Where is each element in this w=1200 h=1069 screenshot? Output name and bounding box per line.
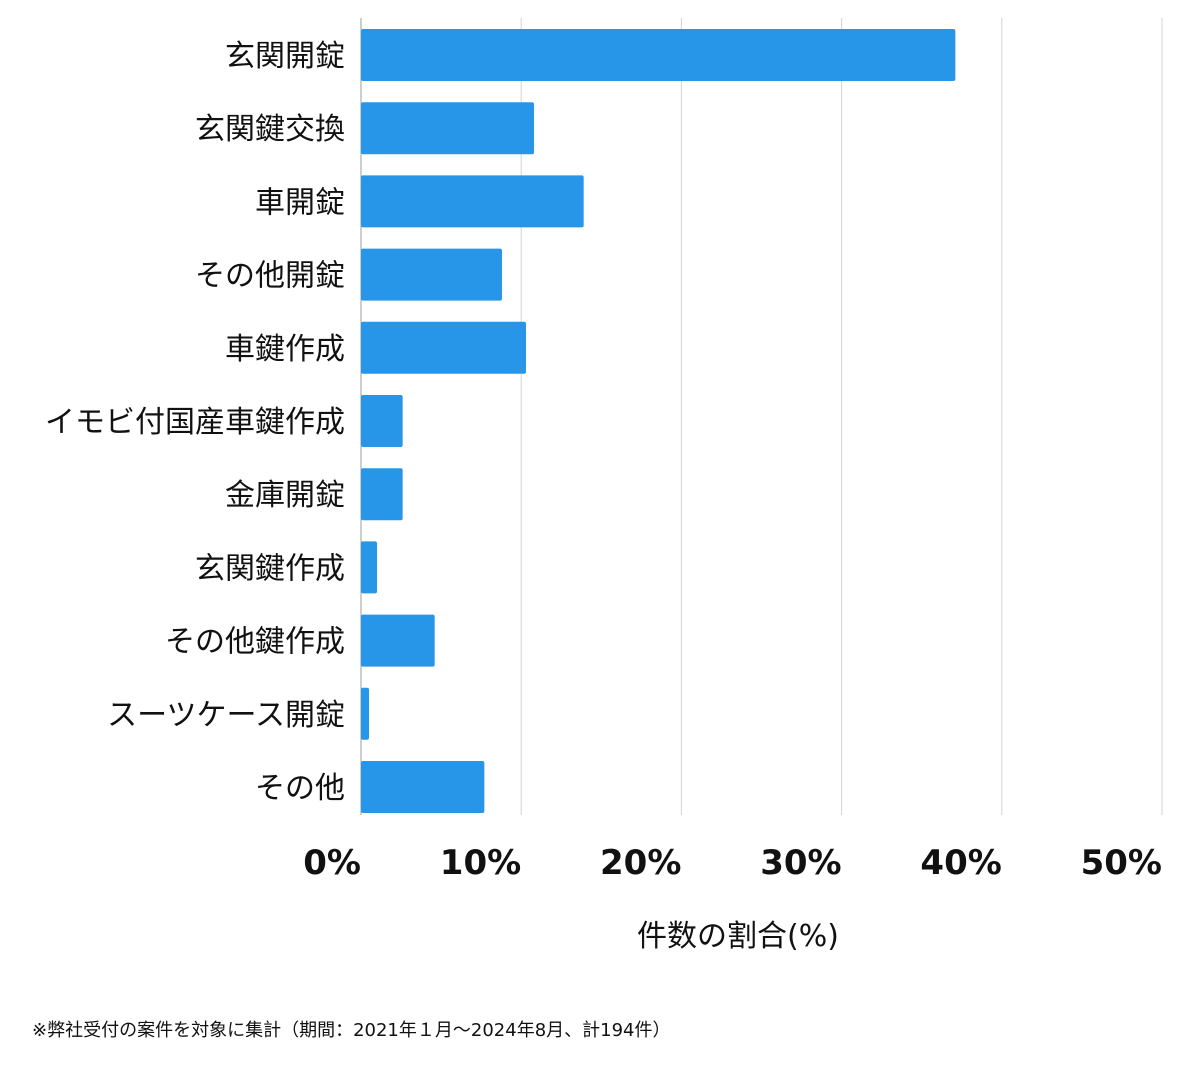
bar	[361, 395, 403, 447]
x-axis-title: 件数の割合(%)	[637, 919, 839, 954]
x-tick-label: 0%	[303, 843, 361, 883]
bar	[361, 321, 527, 374]
bar	[361, 687, 370, 740]
category-label: 金庫開錠	[225, 478, 345, 513]
x-tick-label: 10%	[440, 843, 521, 883]
bar	[361, 761, 485, 813]
x-tick-label: 20%	[600, 843, 681, 883]
bar	[361, 541, 378, 594]
bar	[361, 29, 956, 81]
x-tick-label: 40%	[920, 843, 1001, 883]
bars	[361, 29, 956, 813]
category-label: イモビ付国産車鍵作成	[45, 405, 345, 440]
category-label: 玄関開錠	[225, 39, 345, 74]
category-label: その他鍵作成	[165, 625, 345, 660]
category-labels: 玄関開錠玄関鍵交換車開錠その他開錠車鍵作成イモビ付国産車鍵作成金庫開錠玄関鍵作成…	[45, 39, 345, 806]
bar	[361, 468, 403, 521]
category-label: その他開錠	[195, 259, 345, 294]
category-label: スーツケース開錠	[107, 698, 345, 733]
footnote: ※弊社受付の案件を対象に集計（期間：2021年１月〜2024年8月、計194件）	[32, 1020, 671, 1041]
category-label: その他	[255, 771, 345, 806]
x-tick-label: 30%	[760, 843, 841, 883]
bar	[361, 175, 584, 228]
category-label: 玄関鍵作成	[195, 551, 345, 586]
x-tick-labels: 0% 10% 20% 30% 40% 50%	[303, 843, 1162, 883]
category-label: 車鍵作成	[225, 332, 345, 367]
bar	[361, 248, 502, 301]
x-tick-label: 50%	[1081, 843, 1162, 883]
category-label: 玄関鍵交換	[195, 112, 345, 147]
bar	[361, 102, 535, 155]
bar-chart: 玄関開錠玄関鍵交換車開錠その他開錠車鍵作成イモビ付国産車鍵作成金庫開錠玄関鍵作成…	[45, 18, 1163, 954]
bar	[361, 614, 435, 667]
category-label: 車開錠	[255, 185, 345, 220]
